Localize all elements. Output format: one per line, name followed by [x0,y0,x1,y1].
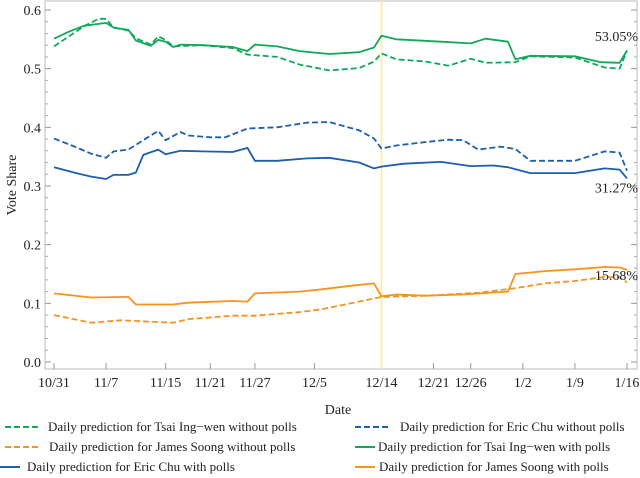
series-line-1 [53,121,628,172]
x-tick-label: 12/5 [302,376,327,391]
x-tick-label: 1/2 [514,376,532,391]
end-value-annotation: 31.27% [595,182,639,197]
x-tick-label: 11/21 [195,376,226,391]
end-value-annotation: 53.05% [595,30,639,45]
legend-label: Daily prediction for Tsai Ing−wen withou… [48,419,297,434]
legend: Daily prediction for Tsai Ing−wen withou… [0,419,625,474]
series-line-0 [53,17,628,72]
x-tick-label: 12/21 [418,376,450,391]
x-axis-label: Date [325,403,351,418]
series-line-3 [53,22,628,64]
legend-label: Daily prediction for James Soong with po… [379,459,609,474]
series-line-5 [53,266,628,306]
series-line-2 [53,276,628,324]
legend-label: Daily prediction for James Soong without… [49,439,295,454]
x-tick-label: 11/15 [150,376,181,391]
legend-label: Daily prediction for Tsai Ing−wen with p… [378,439,610,454]
y-tick-label: 0.0 [24,356,42,371]
end-value-annotation: 15.68% [595,269,639,284]
y-tick-label: 0.2 [24,239,42,254]
series-line-4 [53,147,628,180]
x-tick-label: 12/26 [455,376,487,391]
legend-label: Daily prediction for Eric Chu without po… [400,419,625,434]
y-tick-label: 0.4 [24,121,42,136]
x-tick-label: 11/27 [239,376,270,391]
y-tick-label: 0.5 [24,63,42,78]
legend-label: Daily prediction for Eric Chu with polls [27,459,235,474]
y-tick-label: 0.6 [24,4,42,19]
x-tick-label: 11/7 [94,376,118,391]
x-tick-label: 1/9 [566,376,584,391]
x-tick-label: 10/31 [38,376,70,391]
plot-frame [44,0,638,370]
y-tick-label: 0.1 [24,297,42,312]
x-tick-label: 1/16 [615,376,640,391]
y-axis-label: Vote Share [5,155,20,216]
y-tick-label: 0.3 [24,180,42,195]
x-tick-label: 12/14 [365,376,397,391]
